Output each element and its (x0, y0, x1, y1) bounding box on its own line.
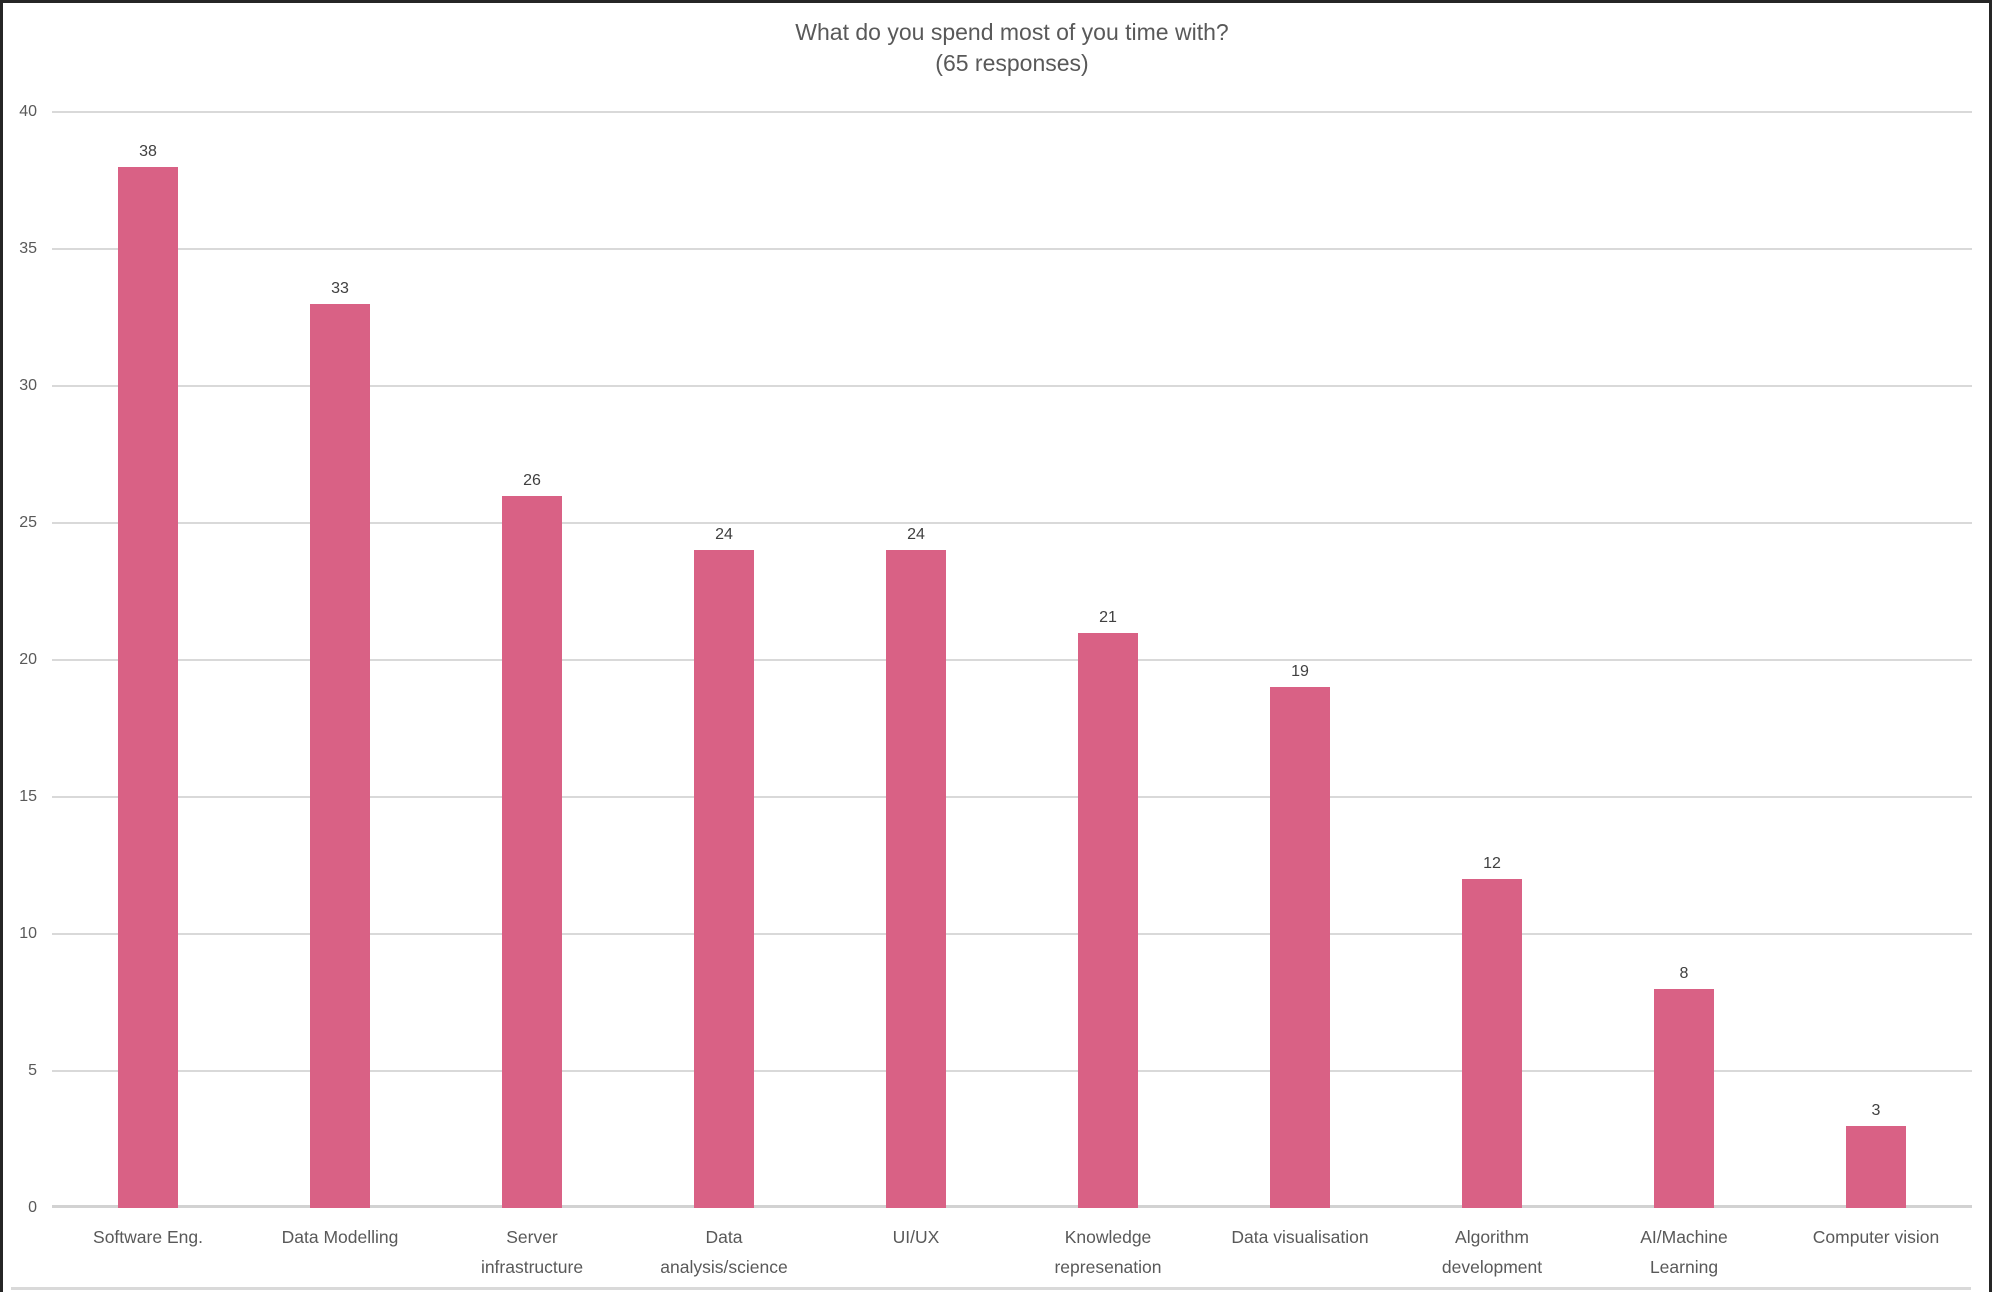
chart-subtitle: (65 responses) (935, 50, 1089, 76)
gridline (52, 659, 1972, 661)
x-category-label: Computer vision (1780, 1222, 1972, 1252)
y-tick-label: 20 (19, 651, 37, 668)
y-tick-label: 10 (19, 925, 37, 942)
x-category-label-line: represenation (1054, 1257, 1162, 1277)
chart-frame-bottom-line (11, 1287, 1971, 1290)
y-tick-label: 25 (19, 514, 37, 531)
x-category-label: Data analysis/science (628, 1222, 820, 1282)
y-tick-label: 0 (28, 1199, 37, 1216)
bar-slot: 26 (436, 112, 628, 1208)
x-category-label: AI/Machine Learning (1588, 1222, 1780, 1282)
bar-value-label: 33 (331, 279, 349, 297)
x-category-label-line: Data visualisation (1231, 1227, 1369, 1247)
x-category-label-line: Data Modelling (281, 1227, 399, 1247)
gridline (52, 796, 1972, 798)
plot-area: 38 33 26 24 24 21 19 12 8 3 (52, 111, 1972, 1208)
gridline (52, 522, 1972, 524)
x-category-label: Server infrastructure (436, 1222, 628, 1282)
bar-value-label: 38 (139, 142, 157, 160)
bar-value-label: 12 (1483, 855, 1501, 873)
y-tick-label: 40 (19, 103, 37, 120)
bar-slot: 8 (1588, 112, 1780, 1208)
x-axis-line (52, 1205, 1972, 1208)
x-category-label: Data visualisation (1204, 1222, 1396, 1252)
y-tick-label: 5 (28, 1062, 37, 1079)
x-category-label-line: Learning (1649, 1257, 1719, 1277)
x-category-label-line: Software Eng. (93, 1227, 203, 1247)
bar-slot: 21 (1012, 112, 1204, 1208)
y-tick-label: 35 (19, 240, 37, 257)
bar-value-label: 21 (1099, 608, 1117, 626)
x-category-label-line: development (1441, 1257, 1543, 1277)
x-category-label-line: UI/UX (892, 1227, 940, 1247)
gridline (52, 933, 1972, 935)
bar (118, 166, 178, 1208)
bar (310, 303, 370, 1208)
bar (694, 550, 754, 1208)
x-category-label-line: infrastructure (480, 1257, 584, 1277)
bar-slot: 24 (820, 112, 1012, 1208)
bar-slot: 33 (244, 112, 436, 1208)
bar (886, 550, 946, 1208)
bar (1078, 632, 1138, 1208)
gridline (52, 385, 1972, 387)
gridline (52, 1070, 1972, 1072)
x-category-label-line: Server (506, 1227, 558, 1247)
bar-slot: 12 (1396, 112, 1588, 1208)
bar-slot: 38 (52, 112, 244, 1208)
bar-value-label: 8 (1679, 964, 1689, 982)
x-category-label-line: AI/Machine (1640, 1227, 1728, 1247)
bar-slot: 19 (1204, 112, 1396, 1208)
bar-value-label: 3 (1871, 1101, 1881, 1119)
x-category-label: Data Modelling (244, 1222, 436, 1252)
x-category-label: Software Eng. (52, 1222, 244, 1252)
x-category-label-line: Knowledge (1064, 1227, 1152, 1247)
bar-slot: 24 (628, 112, 820, 1208)
bar-slot: 3 (1780, 112, 1972, 1208)
x-category-label-line: Computer vision (1812, 1227, 1940, 1247)
x-category-label-line: Algorithm (1455, 1227, 1529, 1247)
x-category-label-line: analysis/science (660, 1257, 788, 1277)
x-category-label: UI/UX (820, 1222, 1012, 1252)
bar (1846, 1125, 1906, 1208)
gridline (52, 248, 1972, 250)
bar (1462, 879, 1522, 1208)
bar (502, 495, 562, 1208)
y-tick-label: 30 (19, 377, 37, 394)
y-tick-label: 15 (19, 788, 37, 805)
bar-value-label: 19 (1291, 663, 1309, 681)
bar (1270, 687, 1330, 1208)
bar-value-label: 26 (523, 471, 541, 489)
bar (1654, 988, 1714, 1208)
chart-title: What do you spend most of you time with? (795, 19, 1229, 45)
x-category-label: Algorithm development (1396, 1222, 1588, 1282)
bar-value-label: 24 (715, 526, 733, 544)
x-category-label-line: Data (705, 1227, 743, 1247)
x-category-label: Knowledge represenation (1012, 1222, 1204, 1282)
chart-title-block: What do you spend most of you time with?… (52, 17, 1972, 79)
bar-value-label: 24 (907, 526, 925, 544)
gridline (52, 111, 1972, 113)
